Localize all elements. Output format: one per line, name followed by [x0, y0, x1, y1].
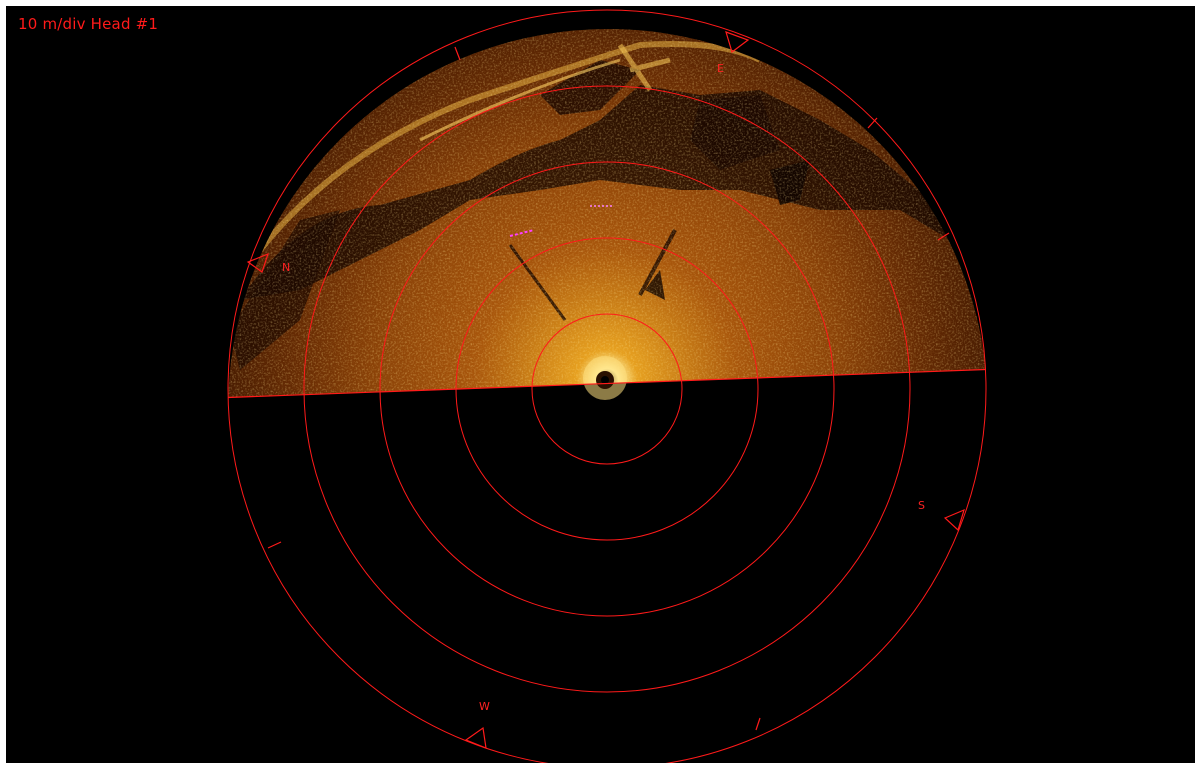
compass-east-marker: E [717, 31, 750, 75]
scan-boundary-line [227, 368, 987, 399]
svg-text:N: N [282, 261, 290, 274]
range-scale-label: 10 m/div Head #1 [18, 15, 159, 33]
range-ring-1 [531, 313, 683, 465]
compass-north-marker: N [246, 252, 290, 274]
range-rings [227, 9, 987, 763]
range-ring-3 [379, 161, 835, 617]
sonar-plot[interactable]: N E S W [6, 6, 1195, 763]
range-ring-4 [303, 85, 911, 693]
range-ring-5 [227, 9, 987, 763]
svg-text:E: E [717, 62, 724, 75]
svg-text:S: S [918, 499, 925, 512]
compass-west-marker: W [464, 700, 490, 749]
compass-ticks [267, 46, 950, 731]
compass-south-marker: S [918, 499, 965, 532]
svg-text:W: W [479, 700, 490, 713]
sonar-display[interactable]: N E S W 10 m/div Head #1 [6, 6, 1195, 763]
transducer-center [583, 356, 627, 400]
